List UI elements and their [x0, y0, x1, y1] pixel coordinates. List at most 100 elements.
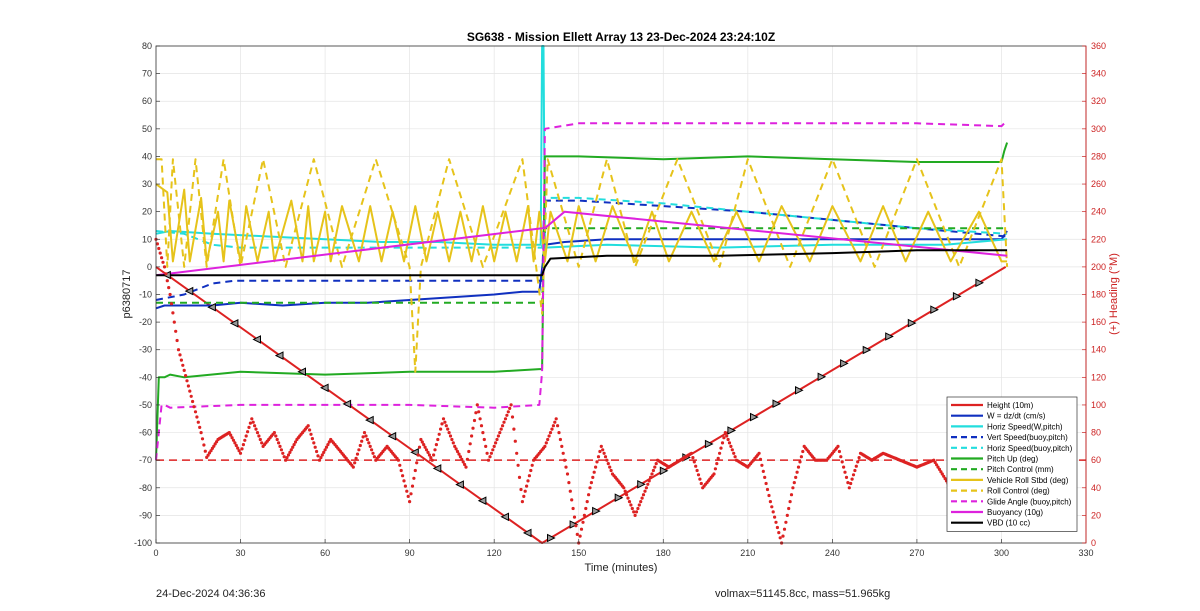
chart-title: SG638 - Mission Ellett Array 13 23-Dec-2…	[467, 30, 775, 44]
y-tick-label: -30	[139, 345, 152, 355]
heading-point	[763, 475, 767, 479]
y-axis-label: p6380717	[121, 270, 133, 319]
heading-point	[357, 448, 361, 452]
heading-point	[468, 442, 472, 446]
heading-point	[186, 384, 190, 388]
heading-point	[440, 422, 444, 426]
heading-point	[795, 470, 799, 474]
heading-point	[317, 458, 322, 462]
heading-point	[188, 389, 192, 393]
heading-point	[323, 448, 327, 452]
y-tick-label: -90	[139, 510, 152, 520]
heading-point	[402, 479, 406, 483]
heading-point	[285, 456, 289, 460]
heading-point	[509, 403, 513, 407]
heading-point	[760, 463, 764, 467]
heading-point	[770, 505, 774, 509]
heading-point	[167, 286, 171, 290]
y2-tick-label: 80	[1091, 428, 1101, 438]
heading-point	[272, 431, 276, 435]
heading-point	[849, 481, 853, 486]
heading-point	[370, 448, 374, 452]
heading-point	[723, 431, 727, 435]
heading-point	[475, 403, 479, 407]
heading-point	[510, 415, 515, 419]
y2-tick-label: 60	[1091, 455, 1101, 465]
heading-point	[589, 481, 594, 485]
heading-point	[622, 486, 626, 490]
heading-point	[288, 450, 292, 454]
heading-point	[591, 475, 595, 479]
height-marker	[727, 426, 737, 435]
height-marker	[907, 318, 917, 328]
heading-point	[174, 329, 178, 333]
heading-point	[548, 431, 553, 435]
heading-point	[547, 434, 551, 438]
heading-point	[240, 447, 244, 451]
heading-point	[196, 420, 200, 424]
height-marker	[522, 528, 532, 538]
heading-point	[313, 445, 317, 449]
heading-point	[430, 458, 434, 462]
series-line-horiz-speed-w-pitch	[155, 45, 1008, 249]
heading-point	[558, 437, 563, 442]
height-marker	[614, 493, 624, 503]
legend-label-pitch-control-mm: Pitch Control (mm)	[987, 465, 1054, 474]
heading-point	[353, 461, 357, 465]
heading-point	[401, 474, 405, 478]
heading-point	[233, 441, 237, 445]
heading-point	[439, 427, 443, 431]
axis-ticks: 0 30 60 90 120 150 180 210 240 270 300 330-100-90-8…	[134, 41, 1106, 558]
heading-point	[788, 500, 792, 504]
heading-point	[278, 444, 282, 448]
y2-tick-label: 120	[1091, 372, 1106, 382]
heading-point	[932, 458, 936, 462]
height-marker	[410, 447, 419, 457]
x-tick-label: 330	[1078, 548, 1093, 558]
heading-point	[191, 399, 195, 404]
heading-point	[698, 477, 702, 481]
x-tick-label: 240	[825, 548, 840, 558]
heading-point	[279, 448, 283, 452]
heading-point	[842, 465, 846, 469]
heading-point	[553, 420, 557, 424]
y-tick-label: -100	[134, 538, 152, 548]
heading-point	[236, 446, 240, 450]
y2-axis-label: (+) Heading (°M)	[1108, 253, 1120, 335]
legend-label-buoyancy-10g: Buoyancy (10g)	[987, 508, 1043, 517]
heading-point	[168, 292, 172, 297]
heading-point	[275, 437, 279, 442]
heading-point	[694, 464, 698, 468]
y-tick-label: 70	[142, 69, 152, 79]
heading-point	[437, 432, 441, 436]
heading-point	[454, 447, 458, 451]
heading-point	[410, 484, 415, 488]
legend-label-pitch-up-deg: Pitch Up (deg)	[987, 455, 1038, 464]
height-marker	[365, 415, 374, 425]
heading-point	[420, 440, 424, 444]
legend-label-height-10m: Height (10m)	[987, 401, 1034, 410]
heading-point	[257, 434, 261, 438]
heading-point	[472, 418, 477, 423]
heading-point	[568, 489, 572, 493]
heading-point	[720, 441, 725, 445]
heading-point	[649, 475, 653, 479]
y-tick-label: 30	[142, 179, 152, 189]
heading-point	[243, 438, 247, 442]
heading-point	[277, 441, 281, 445]
heading-point	[623, 489, 627, 493]
heading-point	[499, 427, 503, 431]
heading-point	[450, 437, 454, 442]
heading-point	[422, 443, 426, 447]
heading-point	[171, 311, 175, 315]
heading-point	[250, 417, 254, 421]
y2-tick-label: 240	[1091, 207, 1106, 217]
heading-point	[202, 443, 206, 447]
heading-point	[399, 468, 403, 473]
heading-point	[234, 443, 238, 448]
height-marker	[795, 385, 804, 395]
heading-point	[184, 374, 188, 378]
heading-point	[715, 462, 719, 466]
y-tick-label: -70	[139, 455, 152, 465]
